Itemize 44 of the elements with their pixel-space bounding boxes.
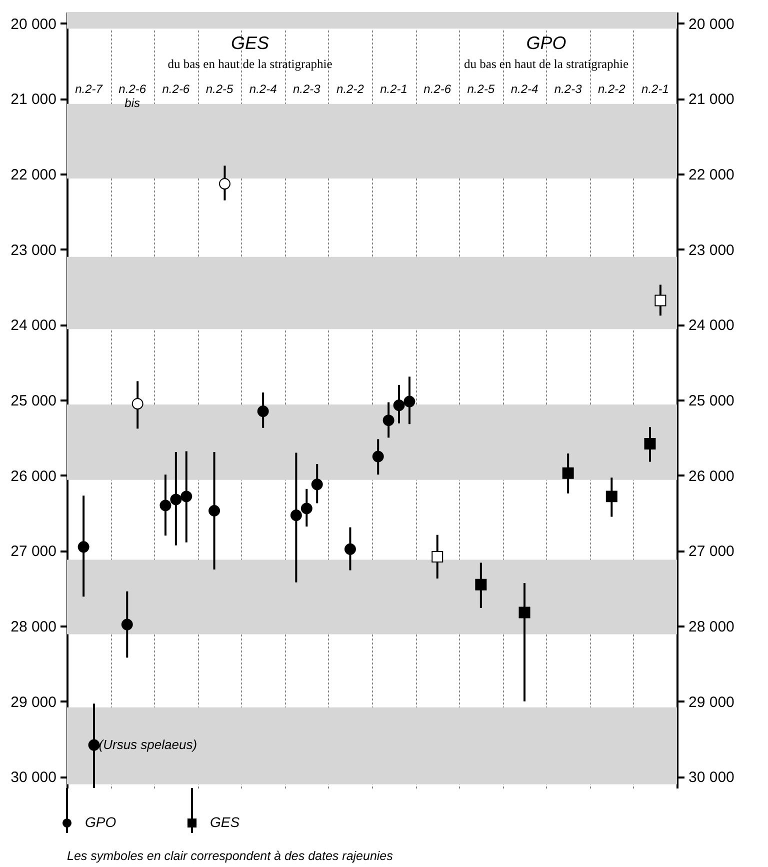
annotation: GPO	[526, 33, 566, 53]
x-tick-label: n.2-7	[75, 82, 104, 96]
x-tick-label: n.2-4	[249, 82, 278, 96]
x-tick-label: n.2-6	[162, 82, 190, 96]
x-tick-label: n.2-4	[510, 82, 538, 96]
legend-label: GPO	[85, 814, 116, 830]
y-tick-label: 30 000	[10, 769, 56, 786]
y2-tick-label: 23 000	[688, 242, 734, 259]
y-tick-label: 21 000	[10, 91, 56, 108]
y-tick-label: 22 000	[10, 166, 56, 184]
x-tick-label: n.2-5	[467, 82, 495, 96]
y2-tick-label: 21 000	[688, 91, 734, 108]
x-tick-label: n.2-1	[380, 82, 408, 96]
y2-tick-label: 30 000	[688, 769, 734, 786]
x-tick-label: n.2-2	[598, 82, 626, 96]
annotation: GES	[230, 33, 270, 53]
y-tick-label: 23 000	[10, 242, 56, 259]
y2-tick-label: 25 000	[688, 392, 734, 410]
y-tick-label: 20 000	[10, 16, 56, 33]
y2-tick-label: 28 000	[688, 618, 734, 636]
legend-label: GES	[210, 814, 240, 830]
y2-tick-label: 20 000	[688, 16, 734, 33]
y2-tick-label: 27 000	[688, 543, 734, 560]
y2-tick-label: 26 000	[688, 468, 734, 485]
y-tick-label: 28 000	[10, 618, 56, 636]
annotation: du bas en haut de la stratigraphie	[464, 57, 629, 71]
x-tick-label: n.2-6	[424, 82, 452, 96]
x-tick-label: n.2-3	[554, 82, 582, 96]
y-tick-label: 27 000	[10, 543, 56, 560]
y2-tick-label: 24 000	[688, 317, 734, 334]
annotation: (Ursus spelaeus)	[98, 737, 198, 752]
text: Les symboles en clair correspondent à des dates rajeunies	[67, 849, 393, 863]
x-tick-label: n.2-2	[336, 82, 364, 96]
y-tick-label: 24 000	[10, 317, 56, 334]
y-tick-label: 26 000	[10, 468, 56, 485]
y2-tick-label: 29 000	[688, 694, 734, 711]
y2-tick-label: 22 000	[688, 166, 734, 184]
x-tick-label: n.2-1	[642, 82, 669, 96]
y-tick-label: 29 000	[10, 694, 56, 711]
x-tick-label: n.2-6 bis	[118, 82, 146, 110]
annotation: du bas en haut de la stratigraphie	[168, 57, 333, 71]
x-tick-label: n.2-5	[206, 82, 234, 96]
y-tick-label: 25 000	[10, 392, 56, 410]
x-tick-label: n.2-3	[292, 82, 321, 96]
